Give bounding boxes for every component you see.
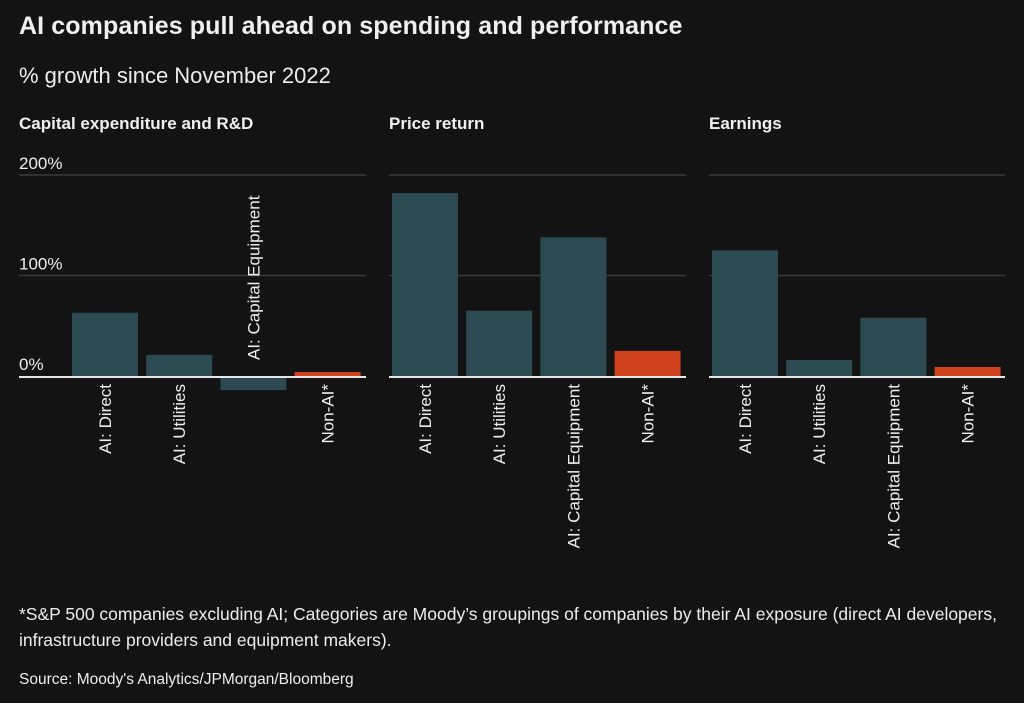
bar-ai-capital-equipment	[860, 317, 927, 376]
panel-title-earnings: Earnings	[709, 114, 782, 133]
bar-ai-utilities	[146, 354, 213, 376]
bar-ai-direct	[712, 250, 778, 376]
bar-ai-capital-equipment	[540, 237, 607, 376]
bar-non-ai	[294, 371, 361, 376]
category-label: Non-AI*	[959, 384, 978, 444]
bar-ai-capital-equipment	[220, 376, 287, 391]
panel-title-price-return: Price return	[389, 114, 485, 133]
footnote: *S&P 500 companies excluding AI; Categor…	[19, 604, 997, 650]
bar-ai-utilities	[786, 359, 853, 376]
source-note: Source: Moody's Analytics/JPMorgan/Bloom…	[19, 671, 354, 688]
bar-non-ai	[934, 366, 1001, 376]
panel-title-capex: Capital expenditure and R&D	[19, 114, 254, 133]
category-label: AI: Direct	[416, 384, 435, 454]
chart-title: AI companies pull ahead on spending and …	[19, 12, 683, 40]
category-label: AI: Capital Equipment	[564, 384, 583, 549]
y-tick-label: 100%	[19, 255, 62, 274]
y-tick-label: 0%	[19, 355, 44, 374]
category-label: Non-AI*	[639, 384, 658, 444]
category-label: AI: Direct	[96, 384, 115, 454]
category-label: AI: Utilities	[490, 384, 509, 464]
chart-subtitle: % growth since November 2022	[19, 63, 331, 88]
category-label: Non-AI*	[319, 384, 338, 444]
category-label: AI: Utilities	[810, 384, 829, 464]
y-tick-label: 200%	[19, 154, 62, 173]
category-label: AI: Utilities	[170, 384, 189, 464]
category-label: AI: Capital Equipment	[244, 195, 263, 360]
category-label: AI: Capital Equipment	[884, 384, 903, 549]
bar-ai-direct	[72, 312, 138, 376]
bar-ai-utilities	[466, 310, 533, 376]
bar-non-ai	[614, 350, 681, 376]
category-label: AI: Direct	[736, 384, 755, 454]
bar-ai-direct	[392, 193, 458, 376]
